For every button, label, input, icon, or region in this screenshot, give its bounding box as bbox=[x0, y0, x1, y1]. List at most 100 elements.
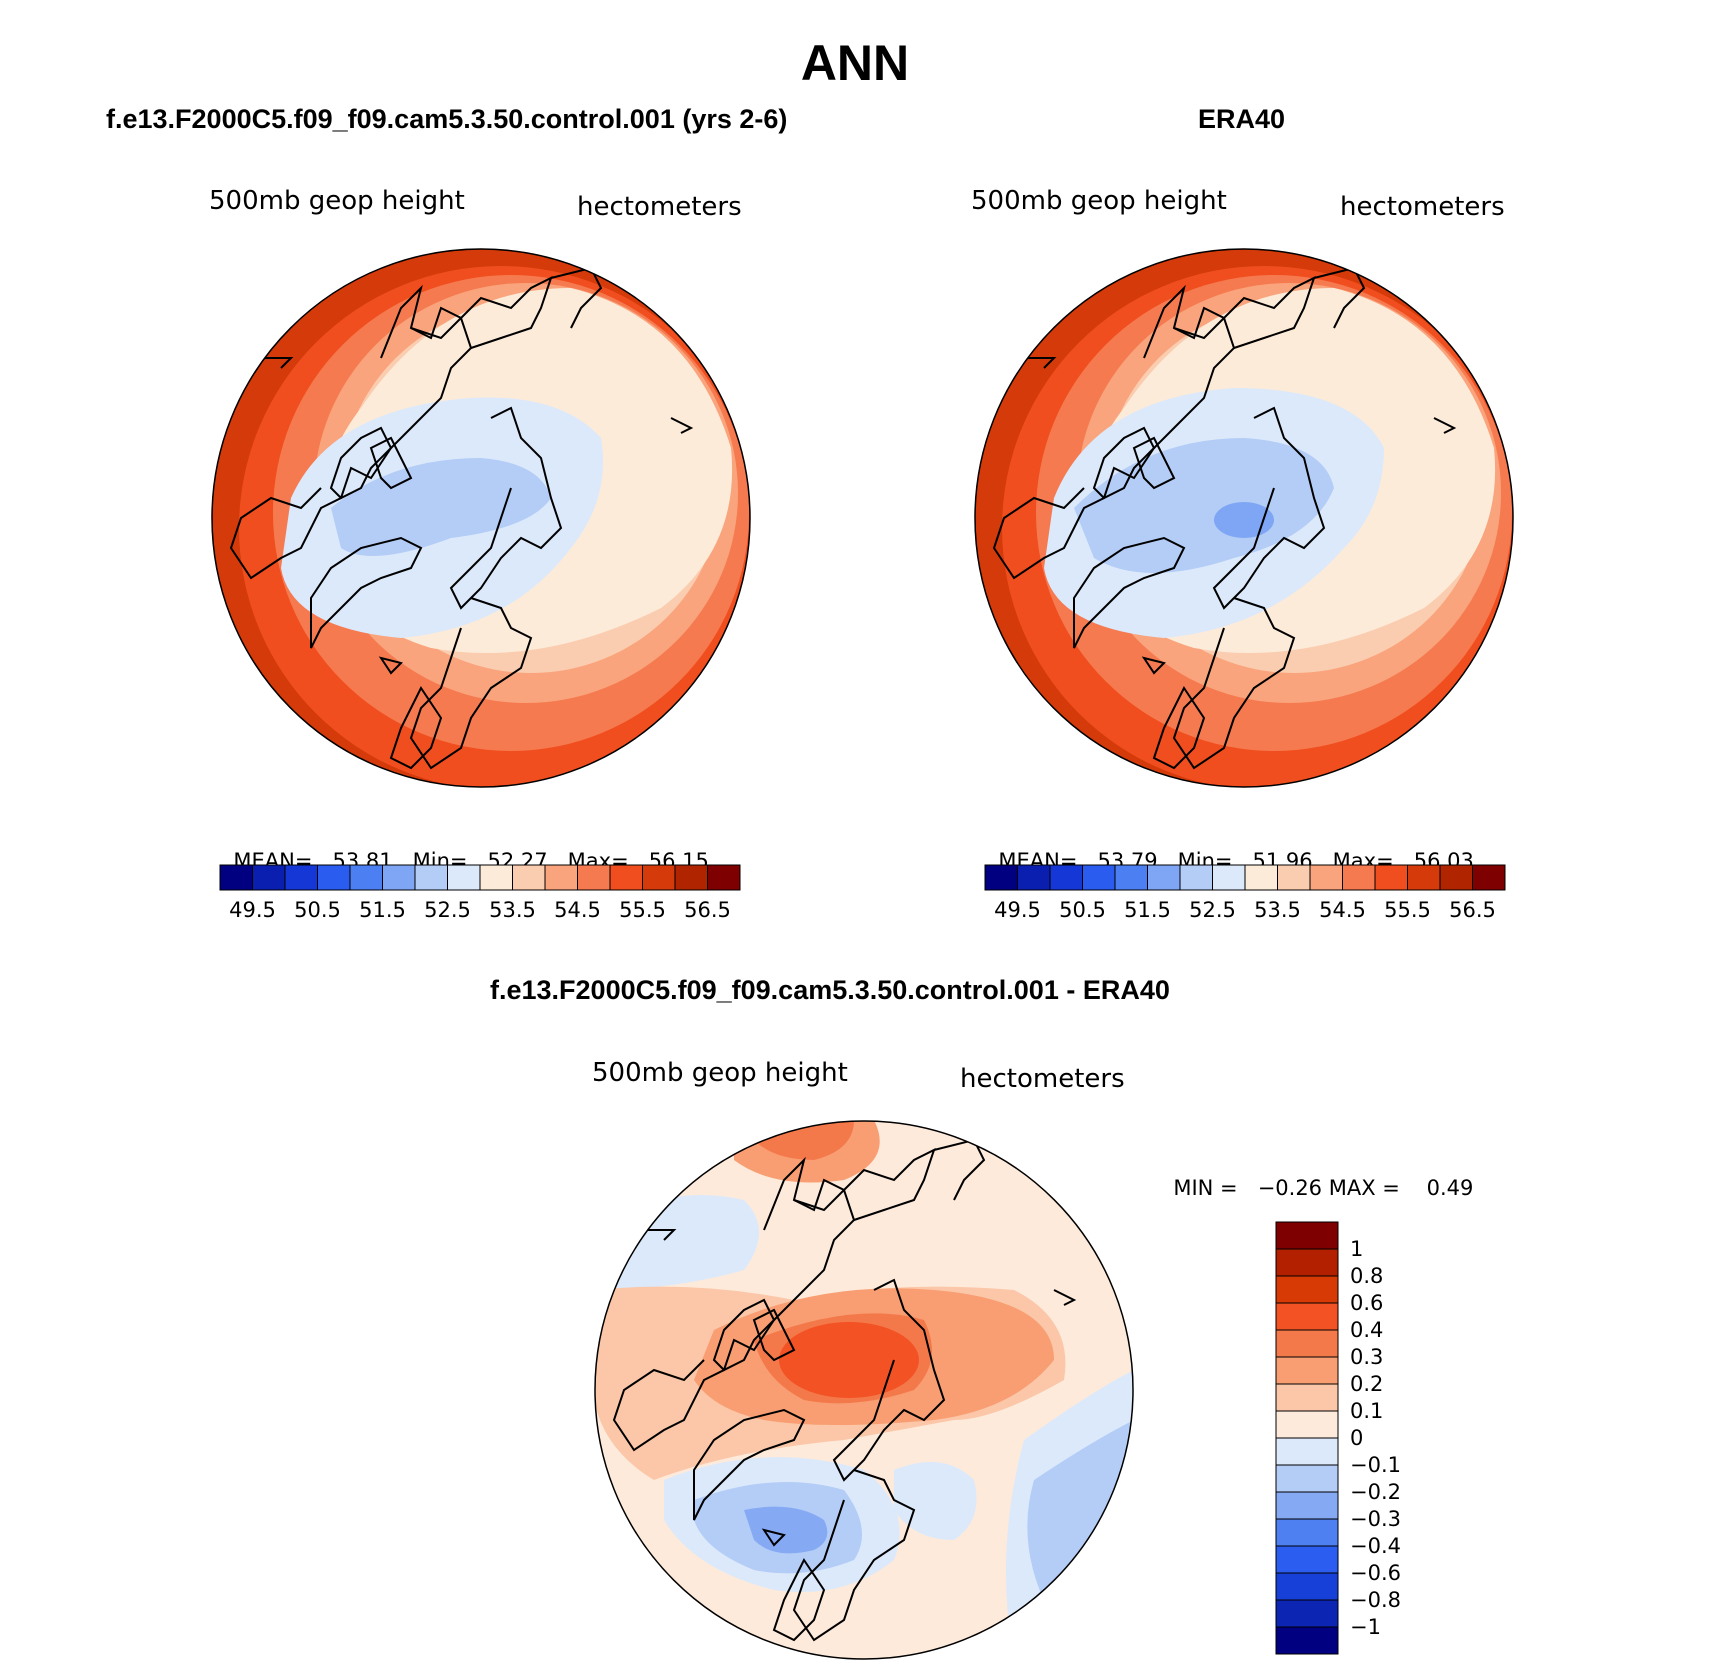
coastline bbox=[670, 417, 694, 434]
colorbar-tick-label: −0.6 bbox=[1350, 1561, 1401, 1585]
colorbar-labels-obs: 49.5 50.5 51.5 52.5 53.5 54.5 55.5 56.5 bbox=[985, 898, 1505, 928]
coastline bbox=[644, 1229, 677, 1241]
colorbar-swatch bbox=[642, 864, 676, 891]
colorbar-tick-label: 1 bbox=[1350, 1237, 1364, 1261]
colorbar-swatch bbox=[1179, 864, 1213, 891]
contour-band bbox=[894, 1462, 977, 1540]
coastline bbox=[772, 1558, 826, 1642]
coastline bbox=[449, 406, 563, 610]
colorbar-swatch bbox=[1275, 1491, 1339, 1520]
colorbar-tick-label: 50.5 bbox=[1059, 898, 1106, 922]
colorbar-swatch bbox=[1439, 864, 1473, 891]
colorbar-labels-diff: 1 0.8 0.6 0.4 0.3 0.2 0.1 0 −0.1 −0.2 −0.3 −0.4 −0.6… bbox=[1350, 1222, 1430, 1654]
polar-map-diff bbox=[594, 1120, 1134, 1660]
colorbar-swatch bbox=[609, 864, 643, 891]
colorbar-swatch bbox=[1275, 1221, 1339, 1250]
colorbar-tick-label: −0.1 bbox=[1350, 1453, 1401, 1477]
max-value: 0.49 bbox=[1426, 1176, 1474, 1200]
colorbar-swatch bbox=[219, 864, 253, 891]
colorbar-tick-label: 54.5 bbox=[554, 898, 601, 922]
colorbar-tick-label: −0.2 bbox=[1350, 1480, 1401, 1504]
colorbar-tick-label: −0.3 bbox=[1350, 1507, 1401, 1531]
colorbar-tick-label: 49.5 bbox=[229, 898, 276, 922]
contour-band bbox=[779, 1322, 919, 1398]
coastline bbox=[389, 686, 443, 770]
coastline bbox=[1073, 536, 1186, 649]
colorbar-model bbox=[219, 864, 741, 891]
colorbar-swatch bbox=[1275, 1626, 1339, 1655]
stats-diff: MIN = −0.26 MAX = 0.49 bbox=[1160, 1152, 1473, 1200]
units-label-diff: hectometers bbox=[960, 1064, 1125, 1094]
colorbar-swatch bbox=[1275, 1518, 1339, 1547]
coastline bbox=[310, 536, 423, 649]
colorbar-tick-label: 0.2 bbox=[1350, 1372, 1384, 1396]
colorbar-swatch bbox=[1342, 864, 1376, 891]
colorbar-swatch bbox=[479, 864, 513, 891]
colorbar-tick-label: 55.5 bbox=[619, 898, 666, 922]
colorbar-swatch bbox=[1082, 864, 1116, 891]
coastline bbox=[712, 1298, 776, 1372]
colorbar-tick-label: −1 bbox=[1350, 1615, 1381, 1639]
coastline bbox=[933, 1138, 986, 1201]
colorbar-swatch bbox=[382, 864, 416, 891]
colorbar-swatch bbox=[1275, 1248, 1339, 1277]
colorbar-swatch bbox=[1472, 864, 1506, 891]
colorbar-tick-label: −0.4 bbox=[1350, 1534, 1401, 1558]
colorbar-swatch bbox=[512, 864, 546, 891]
colorbar-swatch bbox=[1407, 864, 1441, 891]
colorbar-tick-label: 52.5 bbox=[1189, 898, 1236, 922]
coastline bbox=[1172, 597, 1296, 770]
colorbar-tick-label: 53.5 bbox=[1254, 898, 1301, 922]
colorbar-swatch bbox=[544, 864, 578, 891]
coastline bbox=[1141, 656, 1166, 675]
colorbar-tick-label: 49.5 bbox=[994, 898, 1041, 922]
colorbar-swatch bbox=[1275, 1356, 1339, 1385]
colorbar-tick-label: 0.1 bbox=[1350, 1399, 1384, 1423]
coastline bbox=[1024, 357, 1057, 369]
colorbar-swatch bbox=[1374, 864, 1408, 891]
colorbar-tick-label: 55.5 bbox=[1384, 898, 1431, 922]
coastline bbox=[1132, 436, 1176, 490]
colorbar-swatch bbox=[674, 864, 708, 891]
colorbar-swatch bbox=[317, 864, 351, 891]
coastline bbox=[1212, 406, 1326, 610]
coastline bbox=[1152, 686, 1206, 770]
coastline bbox=[761, 1528, 786, 1547]
colorbar-tick-label: −0.8 bbox=[1350, 1588, 1401, 1612]
colorbar-swatch bbox=[1275, 1329, 1339, 1358]
colorbar-tick-label: 0.3 bbox=[1350, 1345, 1384, 1369]
map-boundary bbox=[211, 248, 751, 788]
coastline bbox=[409, 597, 533, 770]
coastline bbox=[1433, 417, 1457, 434]
colorbar-swatch bbox=[1275, 1275, 1339, 1304]
colorbar-tick-label: 0.8 bbox=[1350, 1264, 1384, 1288]
contour-band bbox=[744, 1506, 828, 1554]
map-boundary bbox=[974, 248, 1514, 788]
coastline bbox=[410, 276, 553, 349]
colorbar-swatch bbox=[1275, 1302, 1339, 1331]
colorbar-tick-label: 0.4 bbox=[1350, 1318, 1384, 1342]
colorbar-swatch bbox=[447, 864, 481, 891]
colorbar-swatch bbox=[1147, 864, 1181, 891]
colorbar-tick-label: 50.5 bbox=[294, 898, 341, 922]
colorbar-tick-label: 0.6 bbox=[1350, 1291, 1384, 1315]
colorbar-swatch bbox=[984, 864, 1018, 891]
colorbar-swatch bbox=[1212, 864, 1246, 891]
colorbar-swatch bbox=[252, 864, 286, 891]
colorbar-tick-label: 56.5 bbox=[684, 898, 731, 922]
colorbar-swatch bbox=[577, 864, 611, 891]
coastline bbox=[1053, 1289, 1077, 1306]
polar-map-model bbox=[211, 248, 751, 788]
colorbar-obs bbox=[984, 864, 1506, 891]
coastline bbox=[1173, 276, 1316, 349]
colorbar-labels-model: 49.5 50.5 51.5 52.5 53.5 54.5 55.5 56.5 bbox=[220, 898, 740, 928]
coastline bbox=[369, 436, 413, 490]
contour-band bbox=[1214, 502, 1274, 538]
min-value: −0.26 bbox=[1257, 1176, 1323, 1200]
variable-label-obs: 500mb geop height bbox=[971, 186, 1227, 216]
colorbar-swatch bbox=[1309, 864, 1343, 891]
colorbar-swatch bbox=[1049, 864, 1083, 891]
min-label: MIN = bbox=[1173, 1176, 1238, 1200]
coastline bbox=[612, 1156, 856, 1452]
coastline bbox=[229, 284, 473, 580]
